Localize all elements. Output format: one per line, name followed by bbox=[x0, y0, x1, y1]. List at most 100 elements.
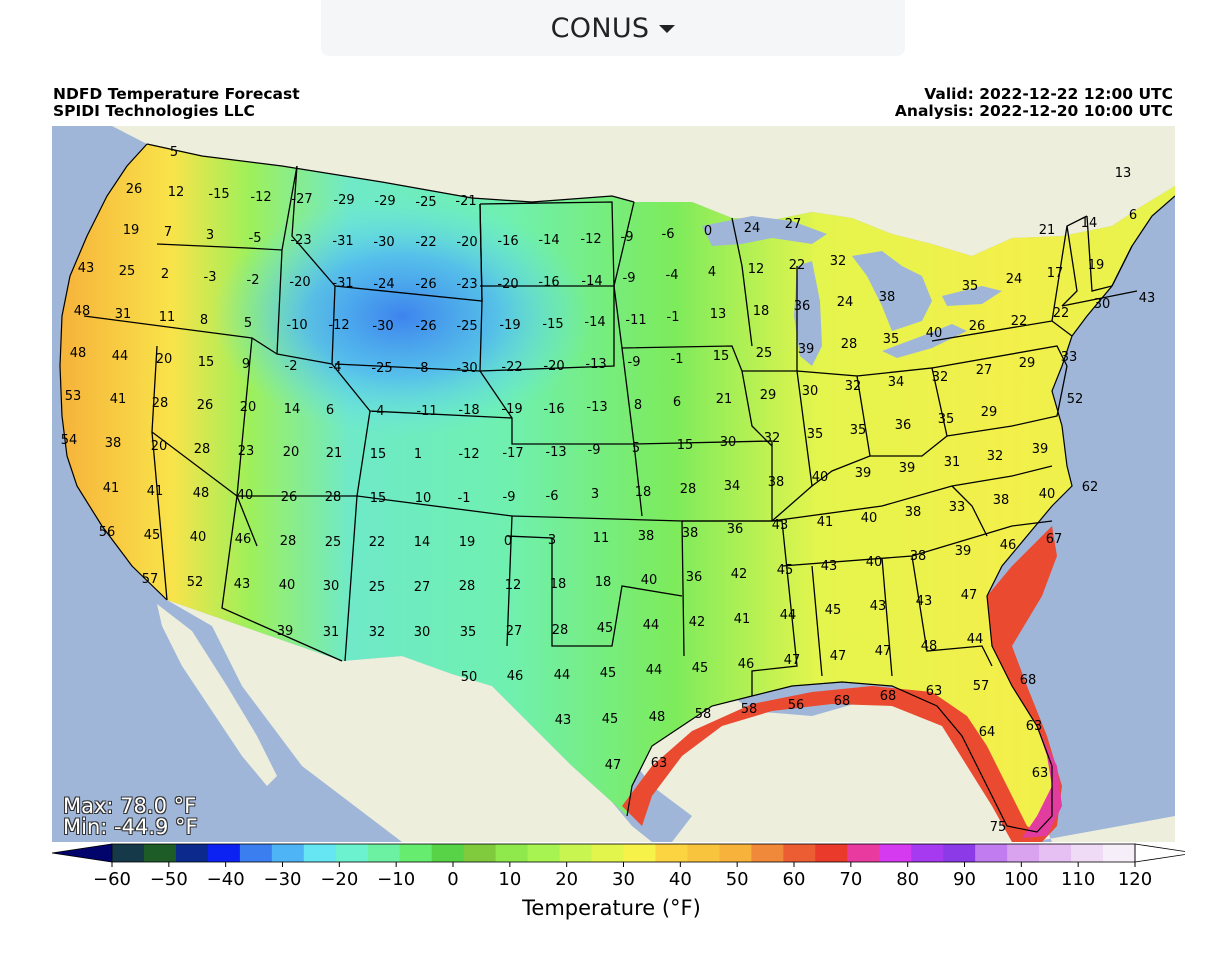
colorbar-tick-label: −40 bbox=[207, 869, 245, 890]
temperature-value-label: 26 bbox=[281, 490, 298, 505]
temperature-value-label: 46 bbox=[1000, 538, 1017, 553]
temperature-value-label: -15 bbox=[542, 317, 563, 332]
temperature-value-label: 31 bbox=[115, 307, 132, 322]
temperature-value-label: 17 bbox=[1047, 266, 1064, 281]
temperature-value-label: -9 bbox=[621, 230, 634, 245]
temperature-value-label: 4 bbox=[708, 265, 716, 280]
temperature-value-label: 33 bbox=[1061, 350, 1078, 365]
colorbar-cell bbox=[559, 844, 593, 862]
colorbar-cell bbox=[143, 844, 177, 862]
temperature-value-label: 14 bbox=[414, 535, 431, 550]
temperature-value-label: 64 bbox=[979, 725, 996, 740]
temperature-value-label: -22 bbox=[501, 360, 522, 375]
temperature-value-label: 40 bbox=[279, 578, 296, 593]
temperature-value-label: 47 bbox=[830, 649, 847, 664]
temperature-value-label: -16 bbox=[543, 402, 564, 417]
colorbar-cell bbox=[623, 844, 657, 862]
temperature-value-label: 43 bbox=[78, 261, 95, 276]
temperature-value-label: 26 bbox=[126, 182, 143, 197]
temperature-value-label: -29 bbox=[333, 193, 354, 208]
temperature-value-label: 29 bbox=[760, 388, 777, 403]
temperature-value-label: 24 bbox=[837, 295, 854, 310]
temperature-value-label: 44 bbox=[554, 668, 571, 683]
region-dropdown-label: CONUS bbox=[550, 12, 650, 44]
temperature-value-label: -6 bbox=[662, 227, 675, 242]
temperature-value-label: 32 bbox=[987, 449, 1004, 464]
temperature-value-label: 38 bbox=[905, 505, 922, 520]
region-dropdown[interactable]: CONUS bbox=[321, 0, 905, 56]
temperature-value-label: 28 bbox=[325, 490, 342, 505]
temperature-value-label: -8 bbox=[416, 361, 429, 376]
temperature-value-label: -4 bbox=[372, 404, 385, 419]
temperature-value-label: 40 bbox=[190, 530, 207, 545]
colorbar-cell bbox=[943, 844, 976, 862]
colorbar-cell bbox=[847, 844, 880, 862]
canada-land bbox=[112, 126, 1175, 256]
temperature-value-label: 41 bbox=[734, 612, 751, 627]
temperature-value-label: 40 bbox=[861, 511, 878, 526]
colorbar-cell bbox=[207, 844, 241, 862]
temperature-value-label: 47 bbox=[961, 588, 978, 603]
colorbar-cell bbox=[527, 844, 561, 862]
temperature-value-label: 32 bbox=[932, 370, 949, 385]
colorbar-cell bbox=[815, 844, 848, 862]
temperature-value-label: -23 bbox=[456, 277, 477, 292]
temperature-value-label: 52 bbox=[1067, 392, 1084, 407]
colorbar-tick-label: 80 bbox=[896, 869, 919, 890]
temperature-value-label: 44 bbox=[643, 618, 660, 633]
temperature-value-label: -6 bbox=[546, 489, 559, 504]
temperature-value-label: 46 bbox=[235, 532, 252, 547]
temperature-value-label: 36 bbox=[895, 418, 912, 433]
temperature-value-label: 21 bbox=[1039, 223, 1056, 238]
temperature-value-label: 39 bbox=[1032, 442, 1049, 457]
colorbar-max-arrow bbox=[1134, 843, 1185, 863]
temperature-value-label: 43 bbox=[555, 713, 572, 728]
temperature-value-label: -31 bbox=[332, 234, 353, 249]
temperature-value-label: -25 bbox=[456, 319, 477, 334]
temperature-value-label: 43 bbox=[772, 518, 789, 533]
temperature-value-label: 38 bbox=[910, 549, 927, 564]
temperature-value-label: -13 bbox=[545, 445, 566, 460]
temperature-value-label: 5 bbox=[244, 316, 252, 331]
temperature-value-label: 18 bbox=[550, 577, 567, 592]
temperature-value-label: 20 bbox=[151, 439, 168, 454]
temperature-value-label: 45 bbox=[825, 603, 842, 618]
colorbar-tick-label: −60 bbox=[93, 869, 131, 890]
temperature-value-label: 53 bbox=[65, 389, 82, 404]
temperature-value-label: -25 bbox=[371, 361, 392, 376]
temperature-value-label: 30 bbox=[1094, 297, 1111, 312]
temperature-value-label: 36 bbox=[686, 570, 703, 585]
temperature-value-label: 45 bbox=[597, 621, 614, 636]
temperature-value-label: 7 bbox=[164, 225, 172, 240]
temperature-value-label: 32 bbox=[830, 254, 847, 269]
temperature-value-label: 56 bbox=[788, 698, 805, 713]
temperature-value-label: 44 bbox=[967, 632, 984, 647]
temperature-value-label: 38 bbox=[682, 526, 699, 541]
temperature-value-label: -13 bbox=[585, 357, 606, 372]
temperature-value-label: 11 bbox=[593, 531, 610, 546]
temperature-value-label: -22 bbox=[415, 235, 436, 250]
temperature-value-label: 75 bbox=[990, 820, 1007, 835]
map-header-left: NDFD Temperature Forecast SPIDI Technolo… bbox=[53, 86, 300, 120]
map-organization: SPIDI Technologies LLC bbox=[53, 102, 255, 120]
temperature-value-label: 26 bbox=[197, 398, 214, 413]
temperature-value-label: 41 bbox=[103, 481, 120, 496]
analysis-time: Analysis: 2022-12-20 10:00 UTC bbox=[894, 102, 1173, 120]
colorbar-cell bbox=[751, 844, 784, 862]
colorbar-cell bbox=[911, 844, 944, 862]
temperature-value-label: 8 bbox=[634, 398, 642, 413]
temperature-value-label: 0 bbox=[704, 224, 712, 239]
temperature-value-label: -14 bbox=[584, 315, 605, 330]
temperature-value-label: 36 bbox=[794, 299, 811, 314]
temperature-value-label: 22 bbox=[789, 258, 806, 273]
temperature-value-label: 15 bbox=[198, 355, 215, 370]
temperature-value-label: 43 bbox=[916, 594, 933, 609]
temperature-value-label: 11 bbox=[159, 310, 176, 325]
temperature-value-label: 0 bbox=[504, 534, 512, 549]
colorbar-tick-label: 70 bbox=[839, 869, 862, 890]
temperature-value-label: 27 bbox=[414, 580, 431, 595]
temperature-value-label: 22 bbox=[1011, 314, 1028, 329]
colorbar-cell bbox=[655, 844, 689, 862]
cold-core-region bbox=[212, 196, 592, 436]
